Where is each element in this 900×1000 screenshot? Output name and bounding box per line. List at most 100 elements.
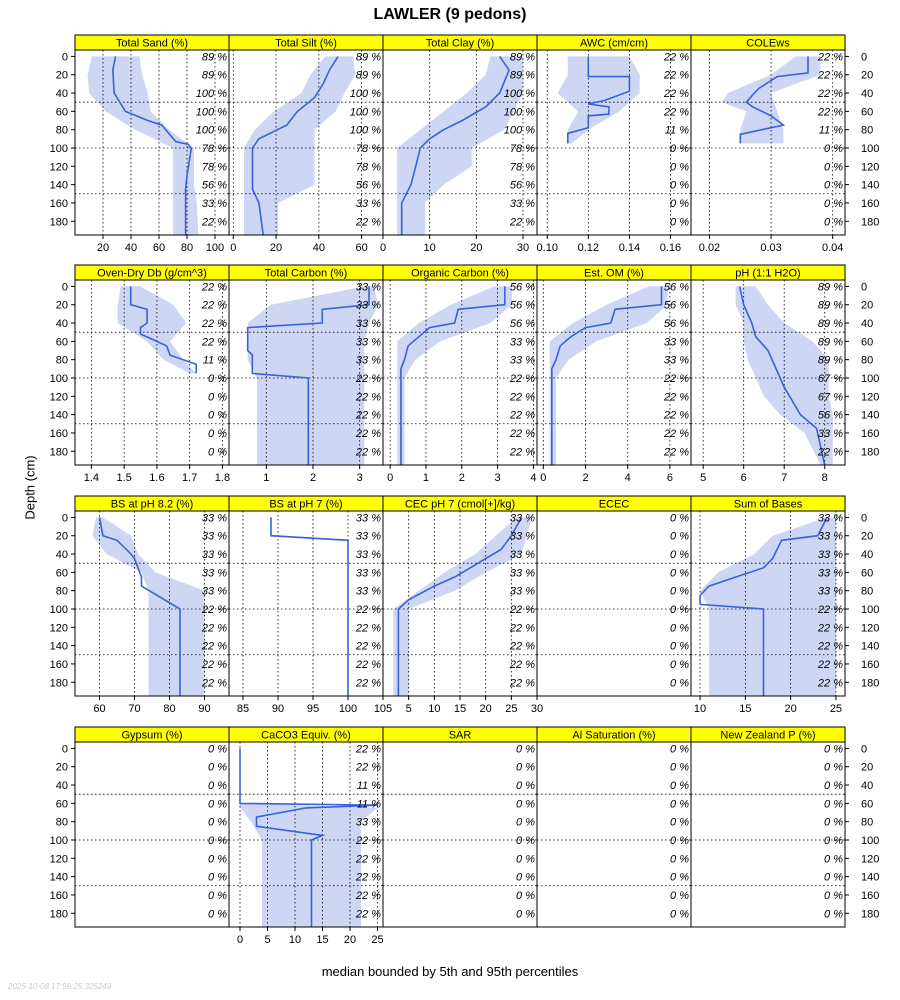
x-tick-label: 2 [310,472,316,484]
percent-label: 22 % [355,890,381,902]
median-line [111,56,193,235]
panel-title: BS at pH 7 (%) [269,499,342,511]
median-line [400,286,506,465]
percent-label: 56 % [664,281,689,293]
percent-label: 33 % [818,586,843,598]
percent-label: 22 % [355,604,381,616]
percent-label: 56 % [664,300,689,312]
figure-title: LAWLER (9 pedons) [373,6,527,23]
percent-label: 100 % [350,125,381,137]
depth-tick-label: 160 [861,428,879,440]
depth-tick-label: 0 [861,512,867,524]
depth-tick-label: 120 [50,161,68,173]
depth-tick-label: 180 [50,908,68,920]
percentile-band [87,56,199,235]
percent-label: 33 % [356,318,381,330]
percent-label: 22 % [355,659,381,671]
percent-label: 33 % [356,817,381,829]
percent-label: 0 % [670,890,689,902]
percent-label: 33 % [356,336,381,348]
depth-tick-label: 0 [62,51,68,63]
percent-label: 22 % [201,622,227,634]
percent-label: 22 % [509,391,535,403]
percent-label: 22 % [817,659,843,671]
x-tick-label: 20 [785,703,797,715]
depth-tick-label: 60 [56,798,68,810]
depth-tick-label: 60 [56,336,68,348]
x-tick-label: 1.4 [84,472,99,484]
percent-label: 0 % [670,817,689,829]
depth-tick-label: 180 [861,908,879,920]
x-tick-label: 10 [289,934,301,946]
percent-label: 89 % [818,355,843,367]
percent-label: 22 % [201,300,227,312]
percent-label: 100 % [196,88,227,100]
depth-tick-label: 140 [861,872,879,884]
panel-title: Gypsum (%) [121,730,182,742]
median-line [699,517,828,696]
panel-title: Total Sand (%) [116,38,188,50]
depth-tick-label: 120 [861,161,879,173]
depth-tick-label: 140 [861,641,879,653]
percent-label: 0 % [670,604,689,616]
percent-label: 89 % [510,51,535,63]
percentile-band [700,517,836,696]
percent-label: 22 % [817,677,843,689]
panel-title: CEC pH 7 (cmol[+]/kg) [405,499,515,511]
depth-tick-label: 120 [50,391,68,403]
panel-plot-area [383,511,537,696]
panel-title: ECEC [599,499,630,511]
percent-label: 22 % [355,835,381,847]
x-tick-label: 5 [700,472,706,484]
x-tick-label: 30 [531,703,543,715]
percent-label: 22 % [355,391,381,403]
percentile-band [247,286,379,465]
percent-label: 22 % [509,659,535,671]
x-tick-label: 0 [237,934,243,946]
percent-label: 22 % [509,446,535,458]
median-line [397,517,523,696]
x-tick-label: 20 [480,703,492,715]
percent-label: 22 % [355,743,381,755]
percent-label: 56 % [510,180,535,192]
percent-label: 56 % [510,318,535,330]
percent-label: 33 % [202,531,227,543]
panel-plot-area [537,280,691,465]
depth-tick-label: 40 [861,88,873,100]
percent-label: 33 % [356,281,381,293]
depth-tick-label: 60 [56,567,68,579]
panel-plot-area [383,50,537,235]
depth-tick-label: 80 [861,817,873,829]
x-tick-label: 80 [163,703,175,715]
percent-label: 0 % [516,762,535,774]
panel-title: Oven-Dry Db (g/cm^3) [97,268,207,280]
percent-label: 0 % [208,373,227,385]
panel-title: Sum of Bases [734,499,803,511]
depth-tick-label: 180 [50,216,68,228]
depth-tick-label: 120 [50,622,68,634]
median-line [239,748,378,927]
percent-label: 89 % [818,336,843,348]
depth-tick-label: 20 [56,531,68,543]
percent-label: 100 % [350,88,381,100]
percent-label: 0 % [824,743,843,755]
percent-label: 0 % [208,428,227,440]
depth-tick-label: 80 [56,586,68,598]
percent-label: 11 % [819,125,843,137]
panel-frame [690,279,846,466]
x-tick-label: 10 [428,703,440,715]
depth-tick-label: 80 [56,355,68,367]
panel-frame [690,741,846,928]
depth-tick-label: 140 [861,180,879,192]
percentile-band [397,286,512,465]
depth-tick-label: 0 [62,743,68,755]
percent-label: 56 % [510,281,535,293]
x-tick-label: 5 [406,703,412,715]
depth-tick-label: 20 [861,300,873,312]
depth-tick-label: 80 [861,355,873,367]
percent-label: 0 % [670,659,689,671]
percent-label: 78 % [510,161,535,173]
percent-label: 100 % [196,125,227,137]
x-tick-label: 4 [625,472,631,484]
depth-tick-label: 40 [56,549,68,561]
